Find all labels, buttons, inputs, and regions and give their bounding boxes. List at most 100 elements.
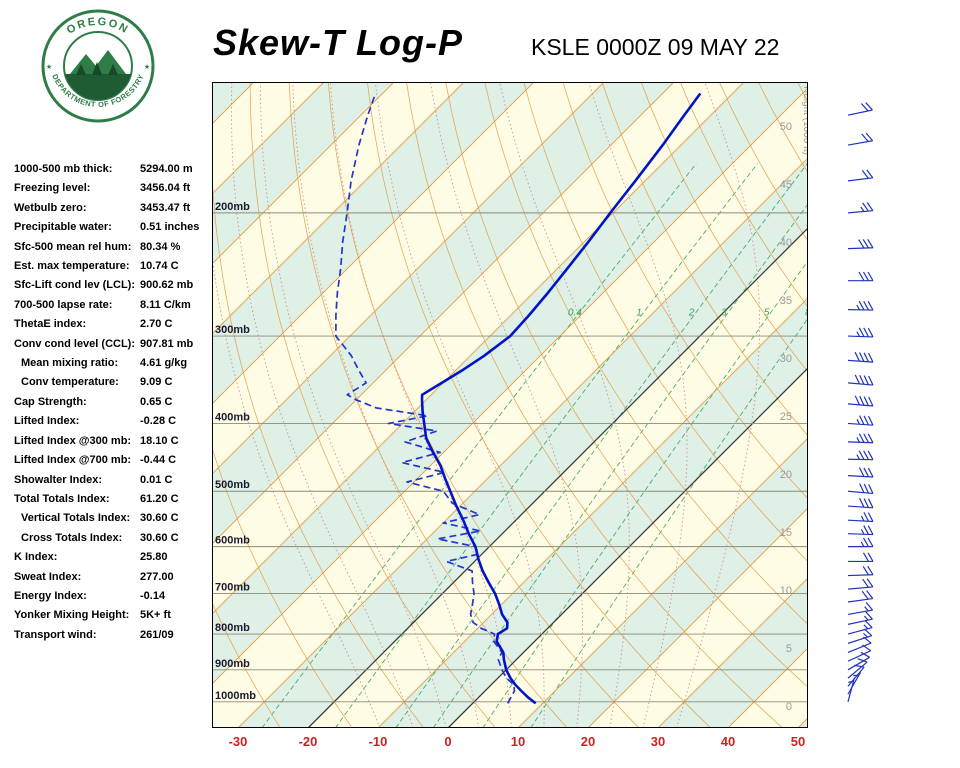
- index-value: 18.10 C: [140, 434, 179, 447]
- logo-trees-icon: [76, 62, 118, 75]
- index-label: Lifted Index @700 mb:: [14, 454, 132, 467]
- index-value: -0.44 C: [140, 454, 177, 467]
- index-label: Wetbulb zero:: [14, 201, 87, 214]
- height-label: 10: [780, 585, 792, 597]
- index-value: 10.74 C: [140, 260, 179, 273]
- pressure-label: 200mb: [215, 201, 250, 213]
- index-row: Sfc-500 mean rel hum: 80.34 %: [14, 238, 212, 257]
- index-row: Sweat Index: 277.00: [14, 568, 212, 587]
- index-label: Conv temperature:: [21, 376, 119, 389]
- index-label: Vertical Totals Index:: [21, 512, 131, 525]
- moist-adiabats: [212, 82, 761, 728]
- index-value: 4.61 g/kg: [140, 357, 188, 370]
- plot-area: [212, 82, 808, 728]
- index-label: Est. max temperature:: [14, 260, 130, 273]
- index-value: 30.60 C: [140, 512, 179, 525]
- mixing-ratio-lines: [261, 163, 808, 728]
- index-row: Wetbulb zero: 3453.47 ft: [14, 199, 212, 218]
- index-label: Showalter Index:: [14, 473, 103, 486]
- index-value: -0.28 C: [140, 415, 177, 428]
- index-value: 0.65 C: [140, 395, 173, 408]
- index-label: Yonker Mixing Height:: [14, 609, 130, 622]
- pressure-label: 700mb: [215, 581, 250, 593]
- index-row: 1000-500 mb thick: 5294.00 m: [14, 160, 212, 179]
- temp-axis-label: 40: [721, 734, 735, 749]
- index-row: Lifted Index: -0.28 C: [14, 412, 212, 431]
- height-label: 25: [780, 411, 792, 423]
- index-row: Transport wind: 261/09: [14, 626, 212, 645]
- index-value: 2.70 C: [140, 318, 173, 331]
- index-label: Sweat Index:: [14, 570, 82, 583]
- index-value: 61.20 C: [140, 492, 179, 505]
- height-label: 5: [786, 643, 792, 655]
- station-datetime-header: KSLE 0000Z 09 MAY 22: [531, 34, 780, 60]
- mixing-ratio-labels: 0.4 1 2 3 5 8: [568, 307, 808, 318]
- index-row: Conv temperature: 9.09 C: [14, 373, 212, 392]
- logo-ground-icon: [65, 74, 131, 100]
- index-row: Est. max temperature: 10.74 C: [14, 257, 212, 276]
- index-value: 277.00: [140, 570, 174, 583]
- indices-panel: 1000-500 mb thick: 5294.00 m Freezing leve…: [14, 160, 212, 645]
- index-value: 261/09: [140, 628, 174, 641]
- index-label: Freezing level:: [14, 182, 91, 195]
- index-label: Total Totals Index:: [14, 492, 110, 505]
- height-axis-title: Height (1000 ft): [801, 86, 808, 155]
- index-value: 3456.04 ft: [140, 182, 191, 195]
- height-label: 15: [780, 527, 792, 539]
- index-label: K Index:: [14, 551, 58, 564]
- index-row: Precipitable water: 0.51 inches: [14, 218, 212, 237]
- index-label: Precipitable water:: [14, 221, 112, 234]
- index-label: 1000-500 mb thick:: [14, 163, 113, 175]
- index-row: K Index: 25.80: [14, 548, 212, 567]
- index-row: Yonker Mixing Height: 5K+ ft: [14, 606, 212, 625]
- temp-axis-label: 10: [511, 734, 525, 749]
- pressure-lines: [212, 212, 808, 703]
- temp-axis-labels: -30 -20 -10 0 10 20 30 40 50: [229, 734, 806, 749]
- index-label: Energy Index:: [14, 589, 87, 602]
- height-label: 40: [780, 237, 792, 249]
- oregon-forestry-logo: OREGON DEPARTMENT OF FORESTRY ★ ★: [41, 9, 155, 123]
- wind-barbs: [847, 102, 874, 702]
- index-value: 900.62 mb: [140, 279, 194, 292]
- index-value: 8.11 C/km: [140, 298, 191, 311]
- index-label: ThetaE index:: [14, 318, 87, 331]
- index-row: Sfc-Lift cond lev (LCL): 900.62 mb: [14, 276, 212, 295]
- index-row: Cross Totals Index: 30.60 C: [14, 529, 212, 548]
- index-value: 80.34 %: [140, 240, 181, 253]
- temp-axis-label: -10: [369, 734, 388, 749]
- page-title: Skew-T Log-P: [213, 22, 464, 63]
- dry-adiabats: [212, 82, 808, 728]
- height-label: 20: [780, 469, 792, 481]
- temperature-trace: [420, 92, 702, 705]
- skewt-diagram: 200mb 300mb 400mb 500mb 600mb 700mb 800mb 900mb…: [212, 82, 808, 749]
- index-row: Mean mixing ratio: 4.61 g/kg: [14, 354, 212, 373]
- temp-axis-label: 30: [651, 734, 665, 749]
- index-value: 5294.00 m: [140, 163, 193, 175]
- index-row: 700-500 lapse rate: 8.11 C/km: [14, 296, 212, 315]
- height-label: 45: [780, 179, 792, 191]
- pressure-label: 300mb: [215, 324, 250, 336]
- index-label: Sfc-Lift cond lev (LCL):: [14, 279, 135, 292]
- pressure-label: 400mb: [215, 411, 250, 423]
- mixing-ratio-label: 0.4: [568, 307, 582, 318]
- index-value: -0.14: [140, 589, 166, 602]
- pressure-label: 800mb: [215, 622, 250, 634]
- temp-axis-label: 20: [581, 734, 595, 749]
- index-row: Lifted Index @300 mb: 18.10 C: [14, 432, 212, 451]
- chart-border: [212, 82, 808, 728]
- index-row: Vertical Totals Index: 30.60 C: [14, 509, 212, 528]
- temp-axis-label: 50: [791, 734, 805, 749]
- wind-barb-column: [847, 102, 874, 702]
- pressure-labels: 200mb 300mb 400mb 500mb 600mb 700mb 800mb 900mb…: [215, 201, 256, 702]
- mixing-ratio-label: 2: [688, 307, 695, 318]
- height-label: 0: [786, 701, 792, 713]
- index-label: Sfc-500 mean rel hum:: [14, 240, 132, 253]
- index-label: Cap Strength:: [14, 395, 87, 408]
- temp-axis-label: -30: [229, 734, 248, 749]
- temp-axis-label: -20: [299, 734, 318, 749]
- height-label: 50: [780, 121, 792, 133]
- temp-axis-label: 0: [444, 734, 451, 749]
- index-value: 25.80: [140, 551, 168, 564]
- index-label: Cross Totals Index:: [21, 531, 123, 544]
